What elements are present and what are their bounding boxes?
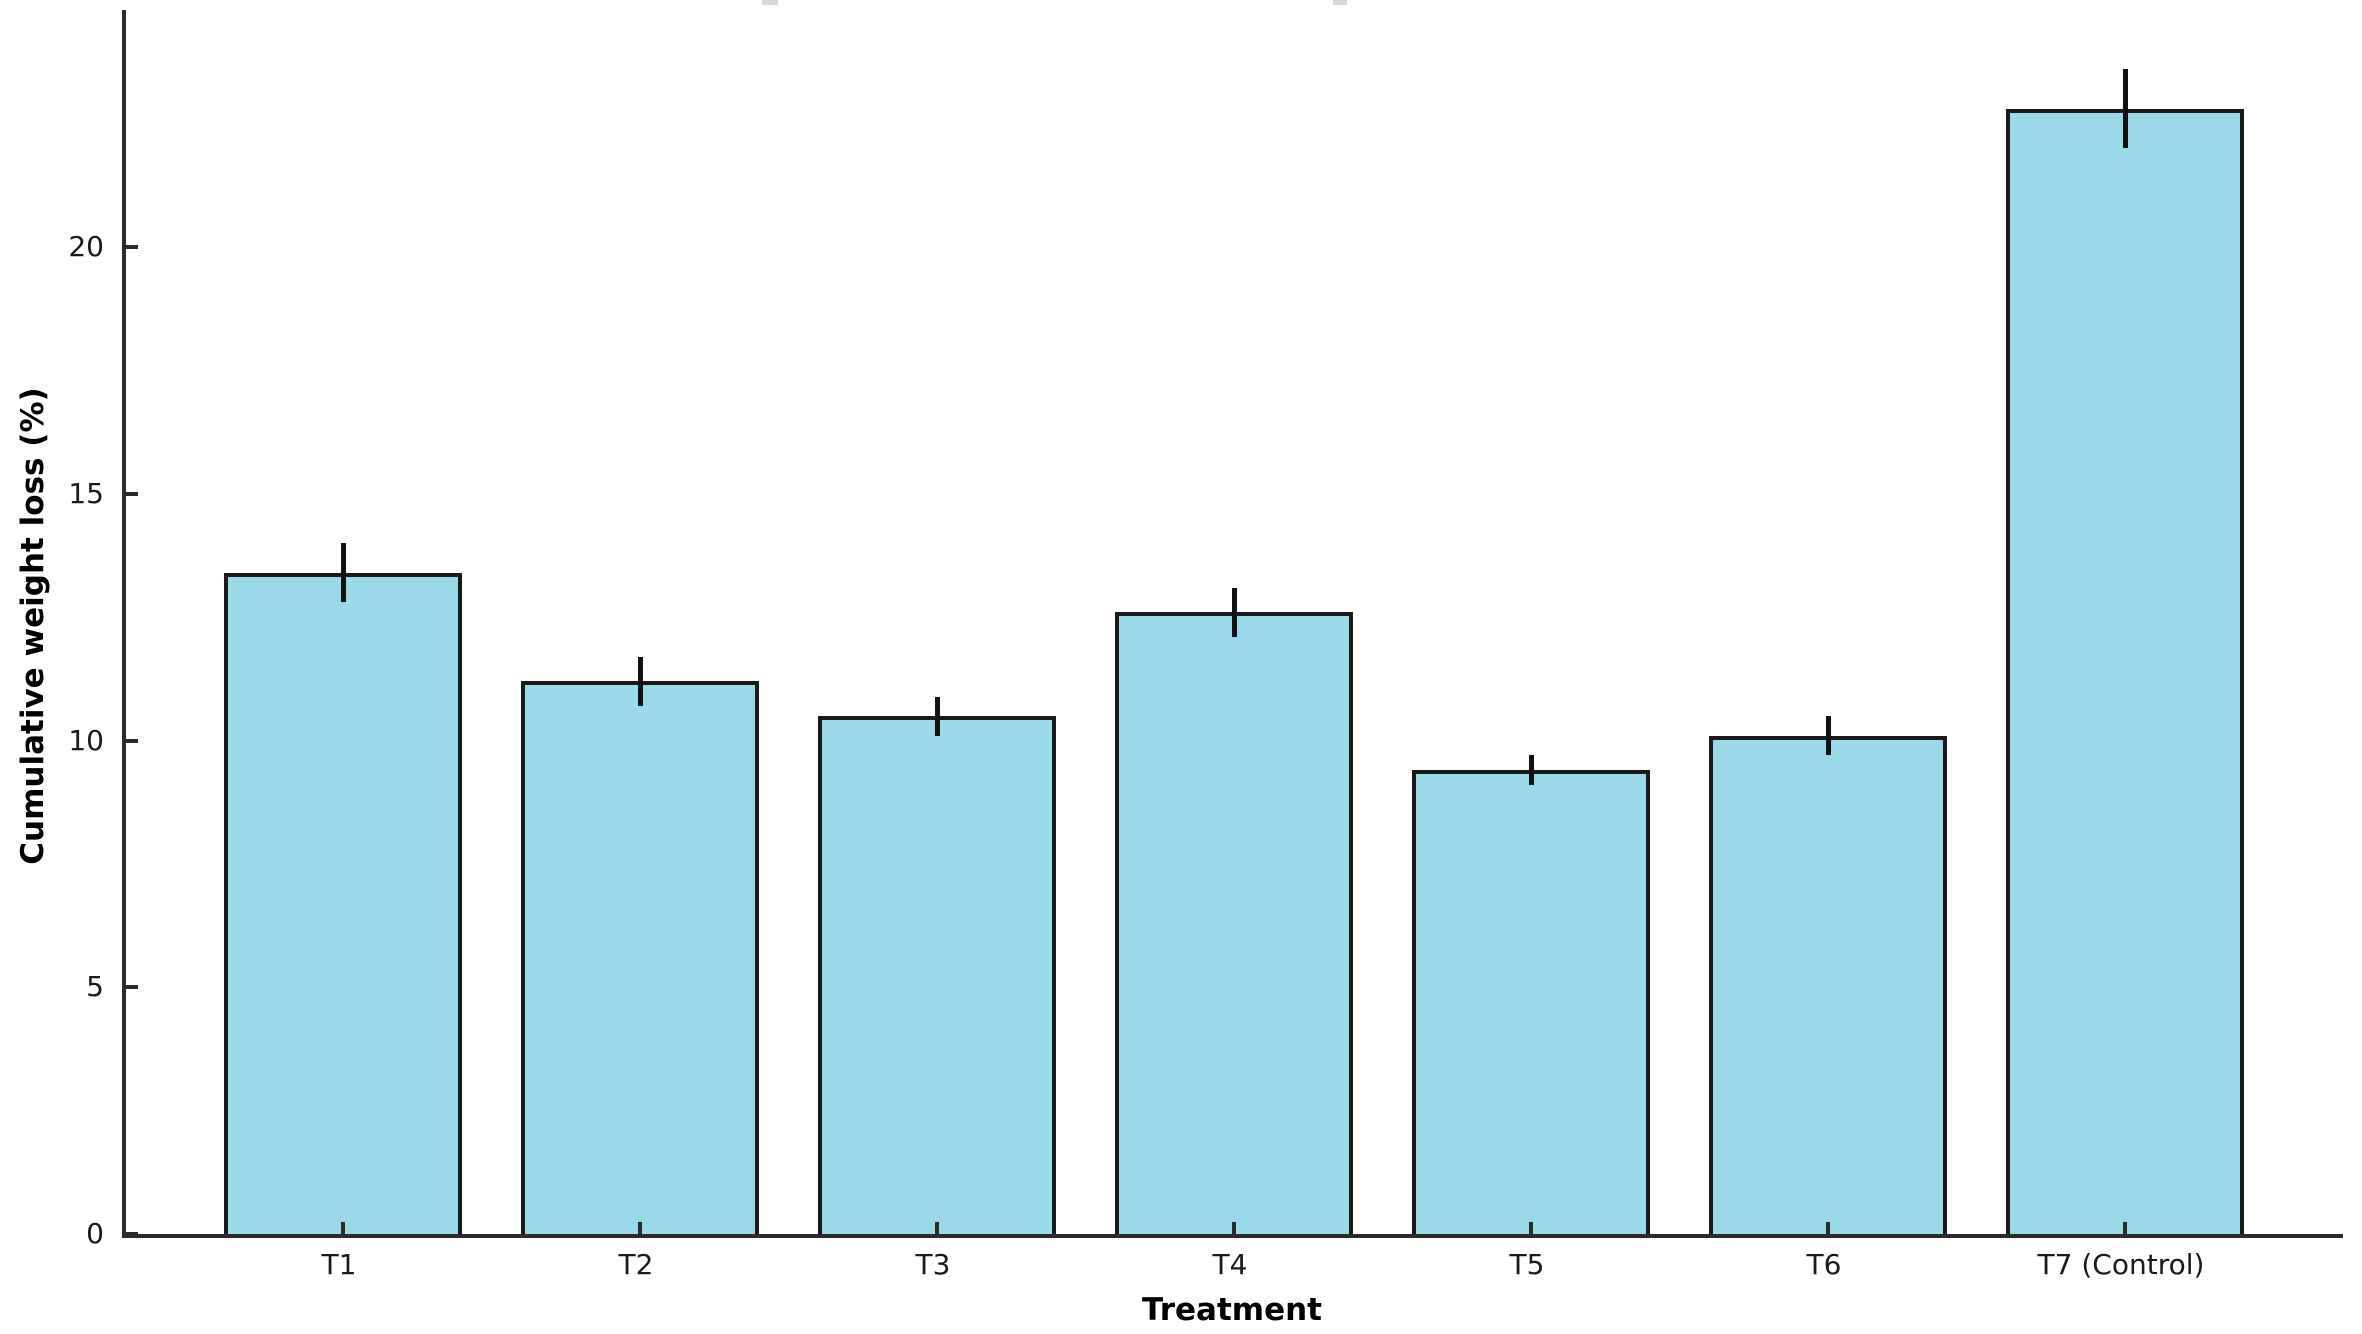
y-tick-label-10: 10 <box>68 724 104 757</box>
y-tick-mark <box>126 1232 138 1236</box>
x-tick-label-t7: T7 (Control) <box>2037 1248 2205 1281</box>
x-tick-mark <box>935 1222 939 1234</box>
x-tick-mark <box>2123 1222 2127 1234</box>
x-tick-label-t2: T2 <box>618 1248 654 1281</box>
x-axis-title: Treatment <box>1141 1292 1322 1328</box>
x-tick-mark <box>638 1222 642 1234</box>
cropped-title-fragment <box>1333 0 1347 5</box>
error-bar-t6 <box>1826 716 1831 755</box>
y-tick-mark <box>126 985 138 989</box>
x-tick-label-t1: T1 <box>321 1248 357 1281</box>
y-tick-mark <box>126 492 138 496</box>
x-tick-label-t5: T5 <box>1509 1248 1545 1281</box>
error-bar-t7 <box>2123 69 2128 148</box>
x-tick-label-t3: T3 <box>915 1248 951 1281</box>
error-bar-t4 <box>1232 588 1237 637</box>
y-tick-label-20: 20 <box>68 230 104 263</box>
x-tick-mark <box>1232 1222 1236 1234</box>
x-tick-mark <box>1529 1222 1533 1234</box>
bar-t1 <box>224 573 462 1234</box>
x-tick-label-t4: T4 <box>1212 1248 1248 1281</box>
bar-t2 <box>521 681 759 1234</box>
y-tick-label-5: 5 <box>86 970 104 1003</box>
bar-t3 <box>818 716 1056 1234</box>
y-axis-title: Cumulative weight loss (%) <box>15 387 51 865</box>
y-tick-label-15: 15 <box>68 477 104 510</box>
bar-t6 <box>1709 736 1947 1234</box>
plot-area <box>122 10 2343 1238</box>
y-tick-label-0: 0 <box>86 1217 104 1250</box>
bar-t7 <box>2006 109 2244 1234</box>
cropped-title-fragment <box>762 0 778 5</box>
bar-t4 <box>1115 612 1353 1234</box>
error-bar-t2 <box>638 657 643 706</box>
bar-t5 <box>1412 770 1650 1234</box>
x-tick-label-t6: T6 <box>1806 1248 1842 1281</box>
x-tick-mark <box>341 1222 345 1234</box>
error-bar-t5 <box>1529 755 1534 785</box>
y-tick-mark <box>126 245 138 249</box>
error-bar-t3 <box>935 697 940 736</box>
error-bar-t1 <box>341 543 346 602</box>
x-tick-mark <box>1826 1222 1830 1234</box>
y-tick-mark <box>126 739 138 743</box>
